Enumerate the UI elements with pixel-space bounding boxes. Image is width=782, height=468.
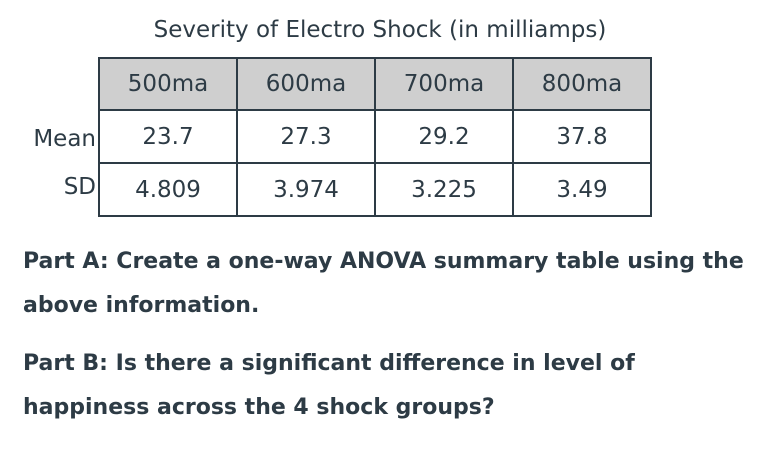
sd-600ma-cell: 3.974 bbox=[236, 162, 376, 217]
table-title: Severity of Electro Shock (in milliamps) bbox=[153, 17, 607, 43]
column-header-500ma: 500ma bbox=[98, 57, 238, 111]
mean-500ma-cell: 23.7 bbox=[98, 109, 238, 164]
sd-700ma-cell: 3.225 bbox=[374, 162, 514, 217]
header-row: 500ma 600ma 700ma 800ma bbox=[98, 57, 652, 111]
column-header-600ma: 600ma bbox=[236, 57, 376, 111]
mean-800ma-cell: 37.8 bbox=[512, 109, 652, 164]
sd-500ma-cell: 4.809 bbox=[98, 162, 238, 217]
mean-700ma-cell: 29.2 bbox=[374, 109, 514, 164]
row-label-mean: Mean bbox=[33, 126, 96, 152]
part-b-question: Part B: Is there a significant differenc… bbox=[23, 351, 635, 420]
row-label-sd: SD bbox=[63, 174, 96, 200]
sd-800ma-cell: 3.49 bbox=[512, 162, 652, 217]
shock-data-table: 500ma 600ma 700ma 800ma 23.7 27.3 29.2 3… bbox=[98, 57, 652, 217]
table-row-mean: 23.7 27.3 29.2 37.8 bbox=[98, 109, 652, 164]
table-row-sd: 4.809 3.974 3.225 3.49 bbox=[98, 162, 652, 217]
column-header-700ma: 700ma bbox=[374, 57, 514, 111]
part-a-question: Part A: Create a one-way ANOVA summary t… bbox=[23, 249, 744, 318]
column-header-800ma: 800ma bbox=[512, 57, 652, 111]
mean-600ma-cell: 27.3 bbox=[236, 109, 376, 164]
